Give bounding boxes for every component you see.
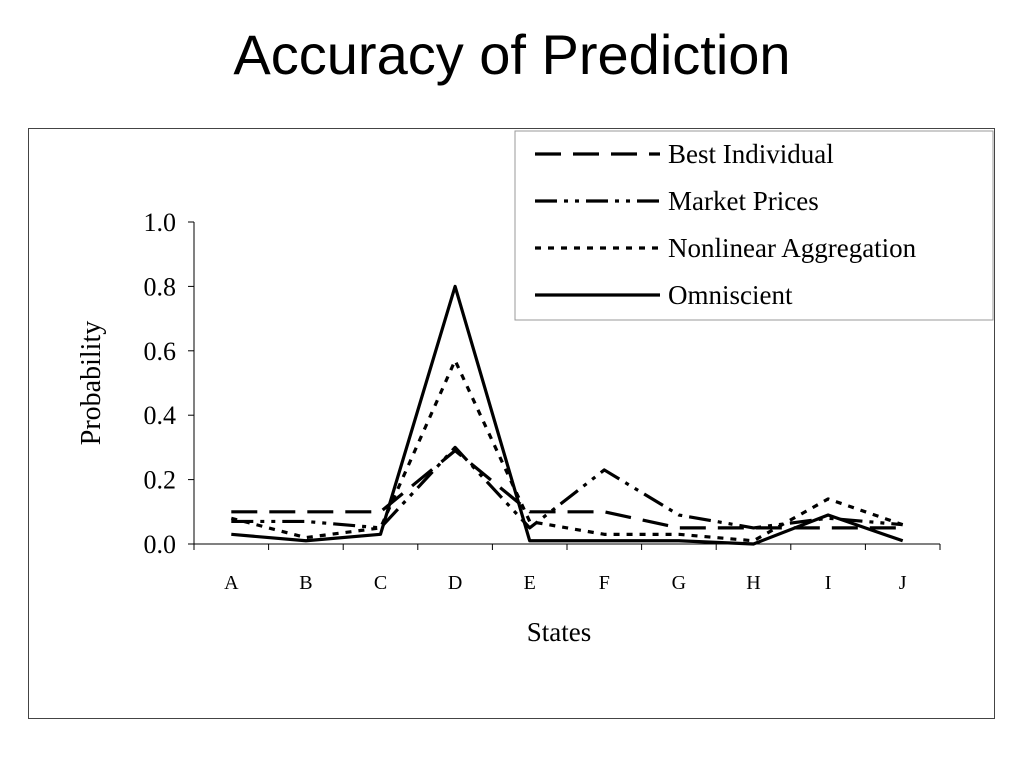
x-tick-label: F (599, 572, 610, 594)
legend-label-market-prices: Market Prices (668, 186, 819, 216)
chart-legend: Best Individual Market Prices Nonlinear Ag… (514, 130, 994, 321)
series-line-market-prices (231, 445, 903, 530)
legend-label-omniscient: Omniscient (668, 280, 793, 310)
series-line-omniscient (231, 284, 904, 546)
y-axis-title: Probability (76, 321, 107, 445)
x-tick-label: C (374, 572, 387, 594)
x-tick-label: J (899, 572, 907, 594)
x-tick-label: A (224, 572, 239, 594)
legend-box (514, 130, 994, 321)
chart-series (230, 284, 904, 546)
x-axis-title: States (527, 617, 592, 647)
series-line-best-individual (231, 449, 903, 530)
series-line-nonlinear-aggregation (230, 358, 904, 543)
x-tick-label: G (672, 572, 686, 594)
chart-axes: 0.0 0.2 0.4 0.6 0.8 1.0 A B C D E F G H I J States Probab… (76, 208, 941, 647)
legend-label-nonlinear-aggregation: Nonlinear Aggregation (668, 233, 917, 263)
y-tick-label: 0.8 (144, 272, 177, 301)
y-tick-label: 0.4 (144, 401, 177, 430)
y-tick-label: 0.6 (144, 337, 177, 366)
x-tick-label: B (299, 572, 312, 594)
y-tick-label: 0.2 (144, 466, 177, 495)
y-tick-label: 0.0 (144, 530, 177, 559)
slide-title: Accuracy of Prediction (233, 23, 791, 86)
y-tick-label: 1.0 (144, 208, 177, 237)
x-tick-label: H (746, 572, 760, 594)
x-tick-label: D (448, 572, 462, 594)
x-tick-label: I (825, 572, 832, 594)
legend-label-best-individual: Best Individual (668, 139, 834, 169)
x-tick-label: E (524, 572, 536, 594)
